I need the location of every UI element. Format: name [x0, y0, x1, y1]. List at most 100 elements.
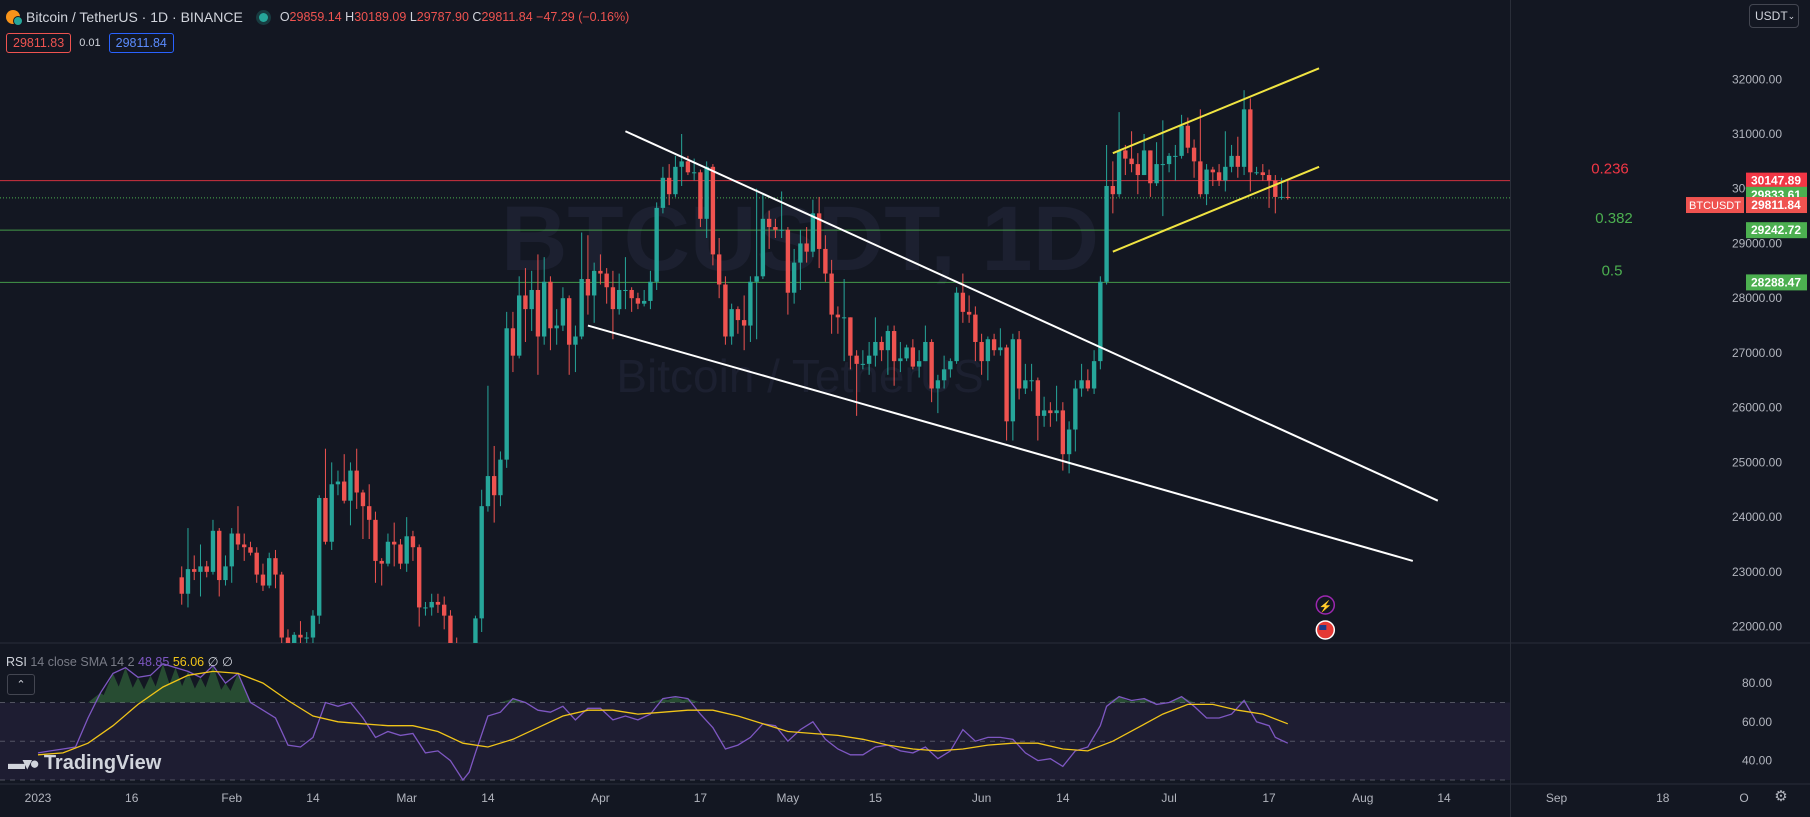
candle	[242, 533, 247, 561]
candle-body	[723, 284, 728, 337]
candle	[298, 621, 303, 643]
candle	[1166, 153, 1172, 173]
candle	[560, 287, 566, 332]
currency-value: USDT	[1755, 9, 1788, 23]
candle	[304, 632, 309, 643]
candle-body	[1016, 339, 1022, 389]
rsi-legend[interactable]: RSI 14 close SMA 14 2 48.85 56.06 ∅ ∅	[6, 654, 233, 669]
candle-body	[948, 361, 953, 370]
candle-body	[591, 270, 597, 296]
candle-body	[579, 279, 584, 337]
symbol-title[interactable]: Bitcoin / TetherUS · 1D · BINANCE	[26, 9, 243, 25]
candle-body	[929, 341, 934, 389]
candle-body	[260, 574, 266, 586]
buy-button[interactable]: 29811.84	[108, 33, 174, 53]
candle	[192, 555, 197, 581]
y-tick-label: 26000.00	[1732, 401, 1782, 415]
candle-body	[242, 544, 247, 548]
candle	[960, 273, 966, 323]
candle	[848, 317, 853, 370]
currency-select[interactable]: USDT ⌄	[1749, 4, 1799, 28]
candle	[498, 451, 503, 507]
candle-body	[317, 497, 322, 616]
candle	[710, 164, 716, 266]
candle	[279, 571, 284, 643]
candle-body	[523, 295, 528, 310]
collapse-pane-button[interactable]: ⌃	[7, 674, 35, 695]
candle-body	[185, 569, 191, 594]
candle-body	[854, 355, 859, 364]
x-tick-label: 14	[1437, 791, 1451, 805]
candle	[1004, 344, 1009, 441]
candle	[373, 511, 378, 583]
chevron-up-icon: ⌃	[16, 679, 26, 691]
candle	[1029, 363, 1034, 392]
candle	[392, 522, 397, 567]
candle	[898, 341, 903, 373]
candle-body	[660, 177, 666, 208]
candle-body	[848, 317, 853, 356]
candle	[1148, 150, 1153, 197]
candle	[235, 506, 241, 550]
rsi-overbought-fill	[87, 663, 1257, 703]
candle-body	[623, 289, 628, 291]
tradingview-logo[interactable]: ▬▾● TradingView	[8, 752, 161, 775]
gear-icon[interactable]: ⚙	[1774, 788, 1788, 805]
sell-button[interactable]: 29811.83	[6, 33, 72, 53]
candle-body	[342, 481, 347, 501]
candle	[654, 202, 659, 290]
rsi-tick-label: 40.00	[1742, 754, 1772, 768]
candle-body	[335, 481, 341, 485]
candle-body	[417, 547, 422, 608]
candle-body	[198, 566, 203, 572]
candle	[410, 530, 416, 561]
lightning-icon: ⚡	[1315, 595, 1336, 615]
candle-body	[779, 229, 784, 231]
candle-body	[498, 459, 503, 496]
x-tick-label: Sep	[1546, 791, 1568, 805]
candle-body	[810, 213, 816, 252]
candle	[510, 311, 516, 373]
candle-body	[1091, 361, 1097, 389]
candle	[591, 262, 597, 323]
y-tick-label: 32000.00	[1732, 72, 1782, 86]
candle	[598, 254, 603, 285]
candle-body	[635, 298, 641, 304]
ohlc-values: O29859.14 H30189.09 L29787.90 C29811.84 …	[279, 10, 630, 24]
candle	[904, 344, 909, 362]
candle-body	[973, 314, 978, 342]
candle-body	[1210, 169, 1216, 173]
candle	[379, 558, 384, 586]
candle-body	[1054, 410, 1059, 414]
candle-body	[1104, 185, 1109, 282]
candle	[1010, 333, 1016, 441]
candle	[985, 336, 991, 381]
candles-group	[179, 90, 1291, 643]
candle	[317, 495, 322, 624]
y-tick-label: 28000.00	[1732, 291, 1782, 305]
candle	[585, 235, 591, 315]
candle	[1154, 142, 1159, 186]
candle-body	[516, 295, 522, 356]
candle-body	[273, 558, 278, 575]
candle	[873, 317, 878, 367]
x-tick-label: Mar	[396, 791, 417, 805]
candle-body	[379, 560, 384, 564]
candle	[404, 517, 409, 572]
candle	[854, 350, 859, 416]
candle	[1191, 139, 1197, 178]
change-value: −47.29 (−0.16%)	[536, 10, 630, 24]
candle-body	[429, 601, 434, 608]
x-tick-label: 17	[694, 791, 708, 805]
candle	[729, 303, 734, 345]
candle-body	[598, 270, 603, 274]
candle-body	[991, 339, 997, 351]
candle	[910, 339, 916, 370]
candle-body	[791, 262, 797, 293]
candle-body	[866, 355, 872, 364]
candle-body	[1085, 380, 1091, 389]
candle	[1235, 136, 1241, 178]
candle	[666, 164, 672, 206]
y-tick-label: 22000.00	[1732, 620, 1782, 634]
